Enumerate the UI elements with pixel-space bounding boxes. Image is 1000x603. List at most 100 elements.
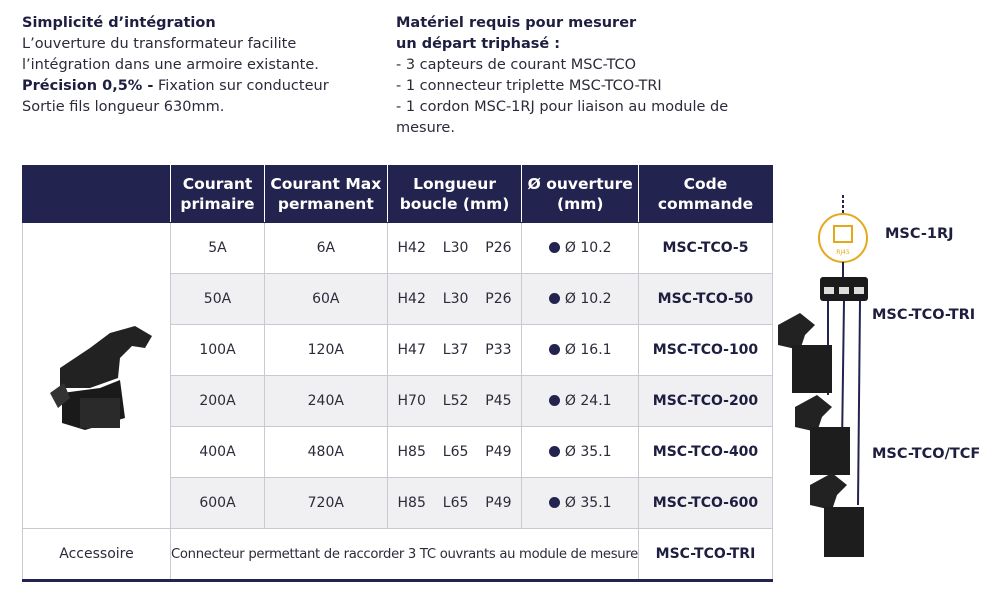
cell-text: Ø 16.1 [564, 342, 612, 358]
diagram-label: MSC-TCO-TRI [872, 307, 976, 323]
header-blank [22, 165, 171, 223]
cell-text: 100A [199, 342, 236, 358]
table-cell: 50A [170, 273, 265, 325]
left-line: l’intégration dans une armoire existante… [22, 57, 319, 73]
cell-text: 240A [307, 393, 344, 409]
table-cell: 480A [264, 426, 388, 478]
table-cell: 100A [170, 324, 265, 376]
table-cell: H42 L30 P26 [386, 222, 523, 274]
cell-text: Ø 24.1 [564, 393, 612, 409]
table-cell: Ø 16.1 [521, 324, 639, 376]
left-block: Simplicité d’intégration L’ouverture du … [22, 13, 362, 118]
cell-text: H47 L37 P33 [397, 342, 512, 358]
cell-text: MSC-TCO-600 [652, 495, 759, 511]
right-item: - 3 capteurs de courant MSC-TCO [396, 57, 637, 73]
right-title: un départ triphasé : [396, 36, 561, 52]
right-block: Matériel requis pour mesurer un départ t… [396, 13, 746, 139]
kit-diagram: RJ45 [778, 195, 868, 557]
cell-text: H42 L30 P26 [397, 240, 512, 256]
header-line: Code [683, 175, 728, 193]
cell-text: 5A [208, 240, 227, 256]
cell-text: 60A [312, 291, 340, 307]
table-cell: H47 L37 P33 [386, 324, 523, 376]
table-cell: MSC-TCO-400 [637, 426, 773, 478]
left-line: L’ouverture du transformateur facilite [22, 36, 297, 52]
table-cell: MSC-TCO-100 [637, 324, 773, 376]
header-line: Courant [182, 175, 253, 193]
bullet [548, 242, 560, 253]
table-cell: 600A [170, 477, 265, 529]
table-cell: 60A [264, 273, 388, 325]
left-line: Sortie fils longueur 630mm. [22, 99, 225, 115]
accessory-label: Accessoire [22, 528, 171, 582]
cell-text: 600A [199, 495, 236, 511]
table-cell: H70 L52 P45 [386, 375, 523, 427]
table-row: 100A 120A H47 L37 P33 Ø 16.1 MSC-TCO-100 [23, 324, 773, 376]
bullet [548, 446, 560, 457]
table-cell: Ø 35.1 [521, 477, 639, 529]
left-line: Précision 0,5% - Fixation sur conducteur [22, 76, 362, 97]
table-cell: MSC-TCO-50 [637, 273, 773, 325]
cell-text: H42 L30 P26 [397, 291, 512, 307]
table-row: 600A 720A H85 L65 P49 Ø 35.1 MSC-TCO-600 [23, 477, 773, 529]
cell-text: MSC-TCO-100 [652, 342, 759, 358]
header-line: commande [657, 195, 754, 213]
cell-text: MSC-TCO-200 [652, 393, 759, 409]
cell-text: 120A [307, 342, 344, 358]
product-photo [50, 326, 152, 430]
header-cell: Courant Max permanent [264, 165, 388, 223]
header-line: Longueur [413, 175, 496, 193]
header-row: Courant primaire Courant Max permanent Longu… [22, 165, 773, 223]
accessory-description: Connecteur permettant de raccorder 3 TC … [170, 528, 639, 582]
table-cell: MSC-TCO-600 [637, 477, 773, 529]
right-title: Matériel requis pour mesurer [396, 15, 637, 31]
header-line: (mm) [556, 195, 604, 213]
table-cell: H85 L65 P49 [386, 426, 523, 478]
table-cell: Ø 35.1 [521, 426, 639, 478]
accessory-row: Accessoire Connecteur permettant de racco… [22, 528, 773, 582]
cell-text: 50A [203, 291, 232, 307]
cell-text: Ø 10.2 [564, 240, 612, 256]
bullet [548, 293, 560, 304]
header-line: primaire [180, 195, 255, 213]
header-cell: Code commande [637, 165, 773, 223]
header-line: Courant Max [270, 175, 382, 193]
right-item: - 1 cordon MSC-1RJ pour liaison au modul… [396, 99, 729, 136]
table-cell: 200A [170, 375, 265, 427]
cell-text: H70 L52 P45 [397, 393, 512, 409]
product-table: Courant primaire Courant Max permanent Longu… [22, 165, 773, 582]
bullet [548, 395, 560, 406]
cell-text: 200A [199, 393, 236, 409]
cell-text: Ø 35.1 [564, 444, 612, 460]
header-line: permanent [277, 195, 374, 213]
precision-bold: Précision 0,5% - [22, 78, 154, 94]
cell-text: H85 L65 P49 [397, 444, 512, 460]
table-cell: H85 L65 P49 [386, 477, 523, 529]
precision-rest: Fixation sur conducteur [153, 78, 329, 94]
header-line: boucle (mm) [399, 195, 510, 213]
table-cell: Ø 24.1 [521, 375, 639, 427]
table-cell: 240A [264, 375, 388, 427]
table-cell: 720A [264, 477, 388, 529]
table-cell: 5A [170, 222, 265, 274]
left-title: Simplicité d’intégration [22, 15, 216, 31]
table-cell: Ø 10.2 [521, 222, 639, 274]
cell-text: MSC-TCO-5 [662, 240, 749, 256]
bullet [548, 344, 560, 355]
table-cell: H42 L30 P26 [386, 273, 523, 325]
table-cell: 400A [170, 426, 265, 478]
cell-text: 720A [307, 495, 344, 511]
cell-text: MSC-TCO-400 [652, 444, 759, 460]
table-cell: Ø 10.2 [521, 273, 639, 325]
bullet [548, 497, 560, 508]
table-cell: MSC-TCO-200 [637, 375, 773, 427]
diagram-label: MSC-1RJ [885, 226, 954, 242]
table-cell: 6A [264, 222, 388, 274]
diagram-label: MSC-TCO/TCF [872, 446, 981, 462]
icon-label: RJ45 [836, 249, 850, 256]
table-row: 200A 240A H70 L52 P45 Ø 24.1 MSC-TCO-200 [23, 375, 773, 427]
accessory-code: MSC-TCO-TRI [637, 528, 773, 582]
cell-text: Ø 35.1 [564, 495, 612, 511]
table-cell: 120A [264, 324, 388, 376]
